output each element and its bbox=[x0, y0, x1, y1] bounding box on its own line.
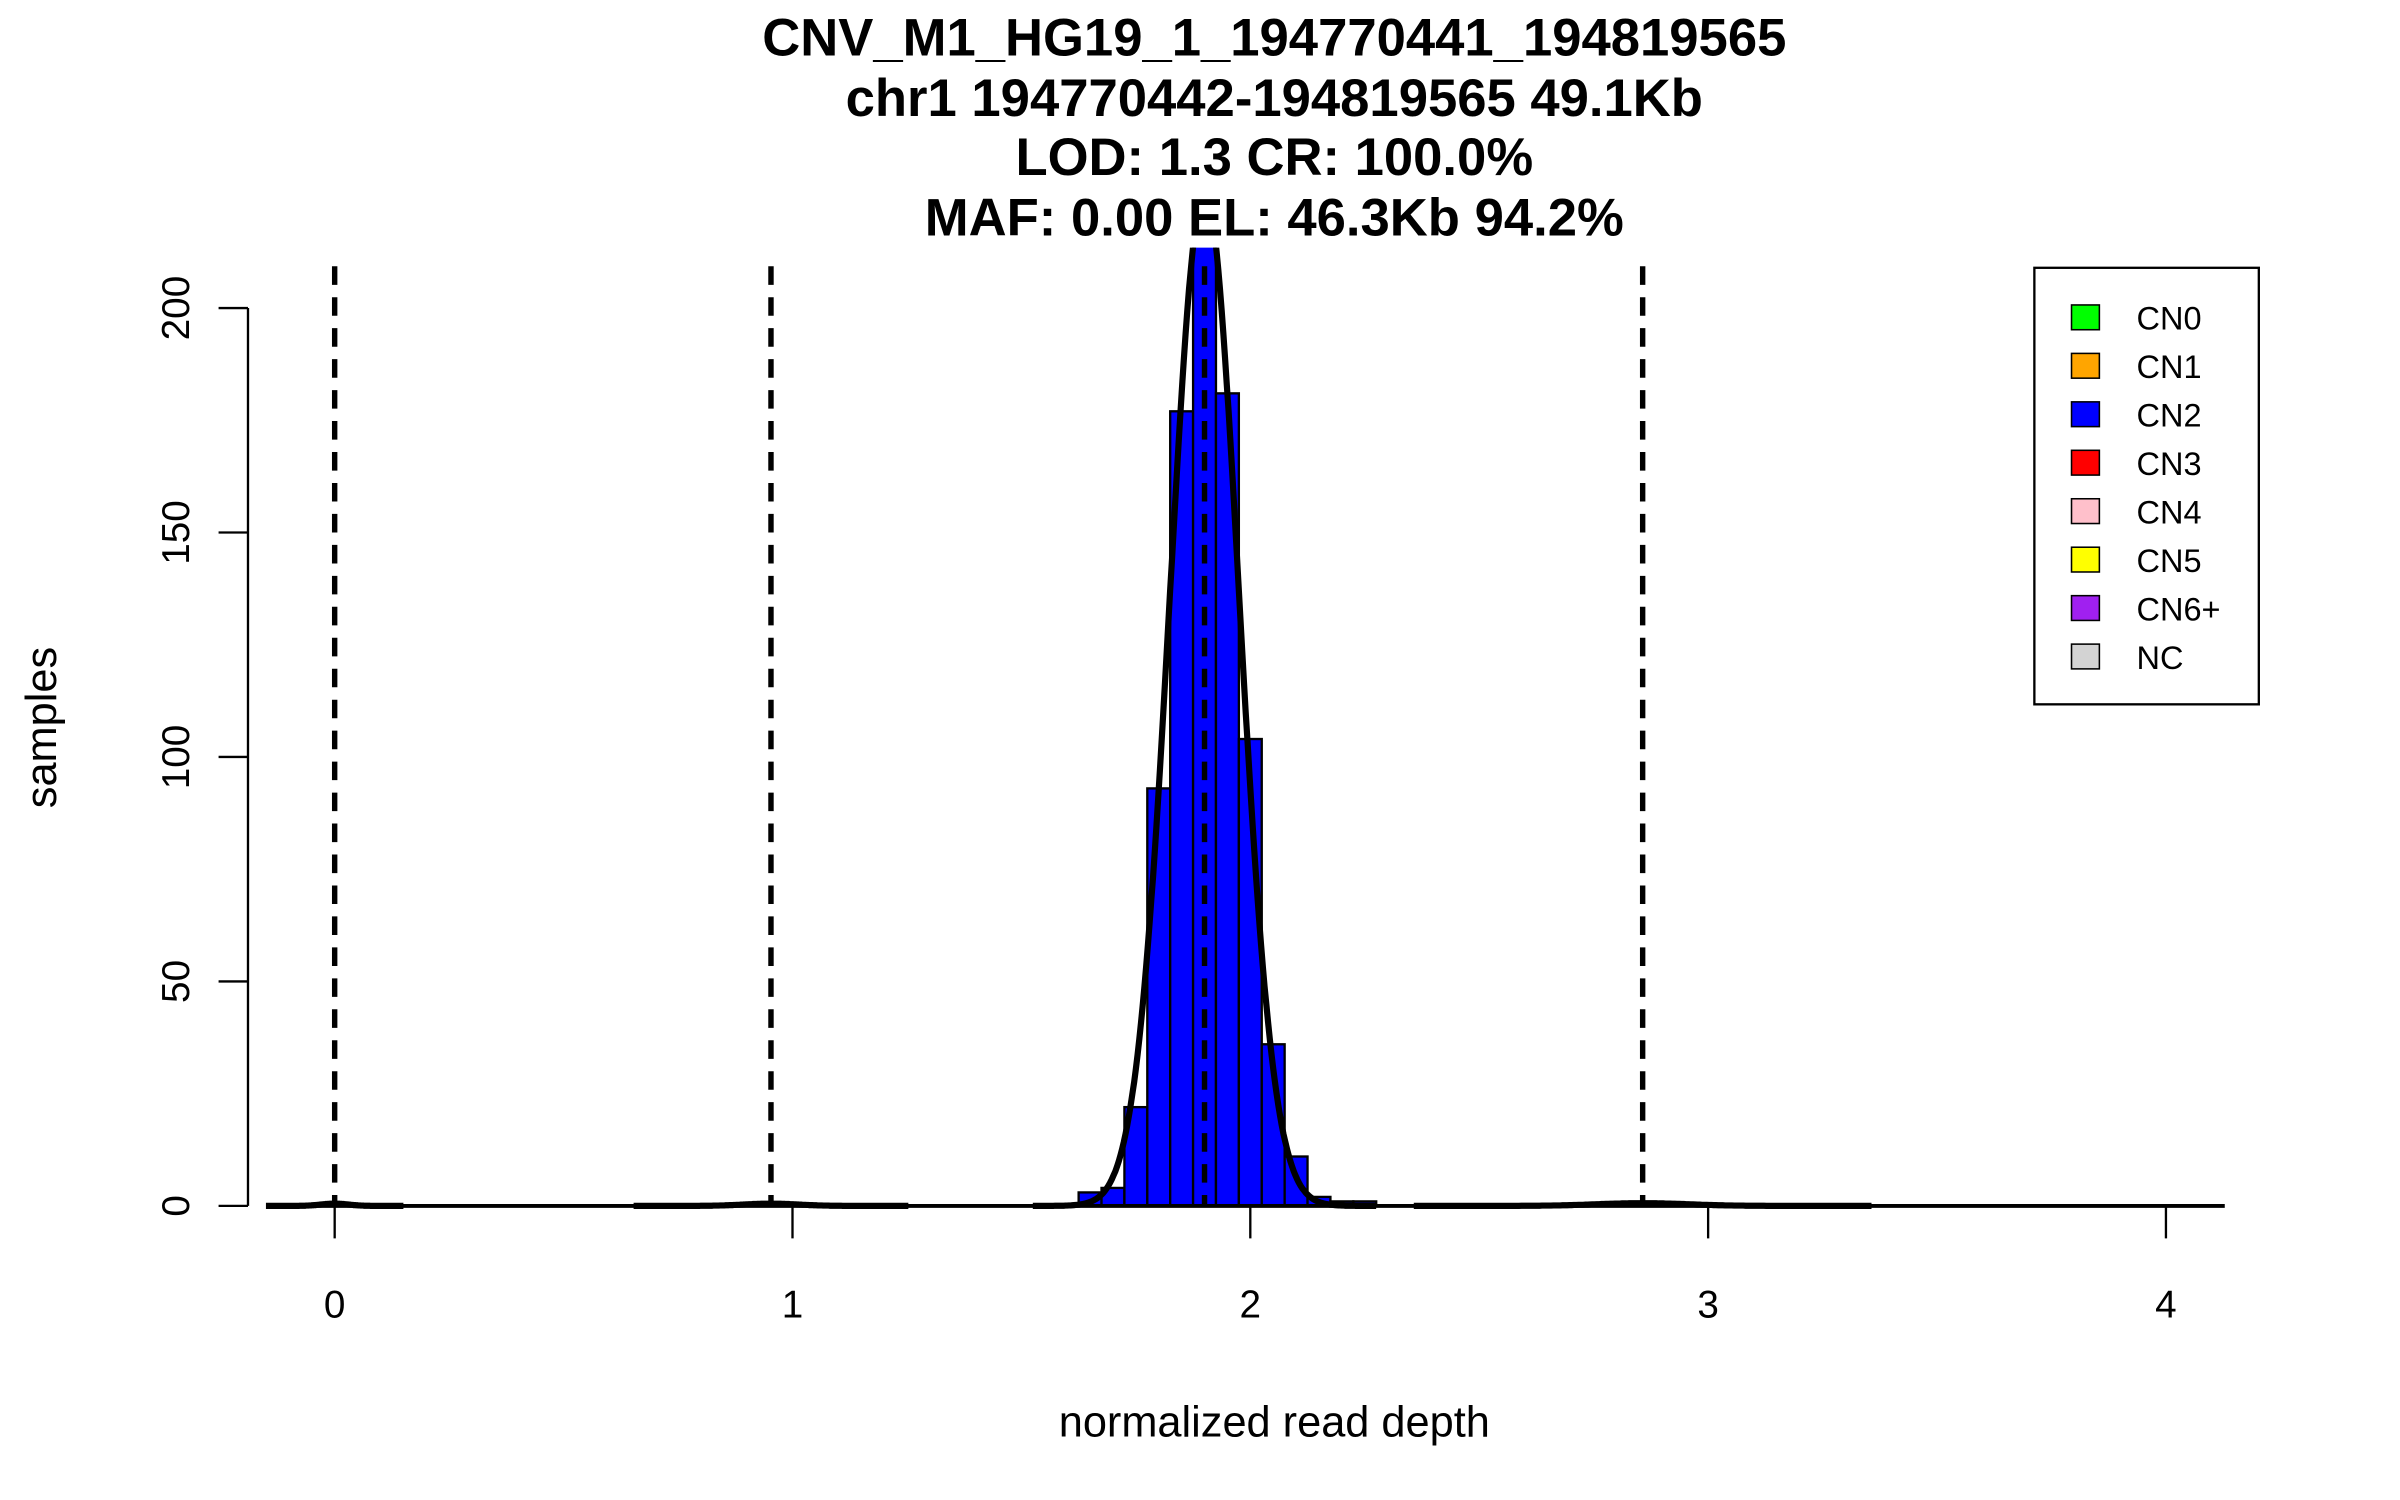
legend-label: CN6+ bbox=[2137, 591, 2221, 627]
title-line-3: LOD: 1.3 CR: 100.0% bbox=[1015, 128, 1533, 187]
histogram-bar bbox=[1146, 787, 1172, 1208]
y-tick-label: 50 bbox=[155, 960, 198, 1003]
y-tick-label: 100 bbox=[155, 725, 198, 790]
legend-label: CN2 bbox=[2137, 398, 2202, 434]
y-tick-label: 200 bbox=[155, 276, 198, 341]
axes: 0 1 2 3 4 0 50 100 150 200 bbox=[155, 276, 2225, 1326]
legend-swatch bbox=[2070, 546, 2101, 573]
x-axis-label: normalized read depth bbox=[1059, 1399, 1490, 1447]
legend-label: CN1 bbox=[2137, 349, 2202, 385]
histogram-bar bbox=[1191, 247, 1218, 1208]
title-line-4: MAF: 0.00 EL: 46.3Kb 94.2% bbox=[925, 188, 1624, 247]
x-tick-label: 4 bbox=[2155, 1283, 2177, 1326]
legend-swatch bbox=[2070, 643, 2101, 670]
legend-swatch bbox=[2070, 304, 2101, 331]
chart-title: CNV_M1_HG19_1_194770441_194819565 chr1 1… bbox=[762, 9, 1786, 248]
x-tick-label: 0 bbox=[324, 1283, 346, 1326]
fit-curves bbox=[265, 247, 1872, 1209]
y-axis-label: samples bbox=[18, 647, 66, 808]
x-tick-label: 3 bbox=[1697, 1283, 1719, 1326]
title-line-1: CNV_M1_HG19_1_194770441_194819565 bbox=[762, 9, 1786, 68]
legend-label: CN5 bbox=[2137, 543, 2202, 579]
x-tick-label: 1 bbox=[782, 1283, 804, 1326]
title-line-2: chr1 194770442-194819565 49.1Kb bbox=[846, 69, 1703, 128]
y-tick-label: 150 bbox=[155, 500, 198, 565]
legend-label: CN0 bbox=[2137, 301, 2202, 337]
legend-swatch bbox=[2070, 401, 2101, 428]
x-tick-label: 2 bbox=[1240, 1283, 1262, 1326]
legend-swatch bbox=[2070, 352, 2101, 379]
legend-label: CN3 bbox=[2137, 446, 2202, 482]
fit-curve bbox=[1032, 247, 1377, 1209]
legend-label: CN4 bbox=[2137, 495, 2202, 531]
cutoff-lines bbox=[331, 266, 1646, 1206]
legend-swatch bbox=[2070, 449, 2101, 476]
legend: CN0 CN1 CN2 CN3 CN4 CN5 CN6+ NC bbox=[2033, 266, 2260, 706]
legend-swatch bbox=[2070, 594, 2101, 622]
legend-box bbox=[2033, 266, 2260, 706]
y-tick-label: 0 bbox=[155, 1195, 198, 1217]
legend-swatch bbox=[2070, 497, 2101, 525]
legend-label: NC bbox=[2137, 640, 2184, 676]
